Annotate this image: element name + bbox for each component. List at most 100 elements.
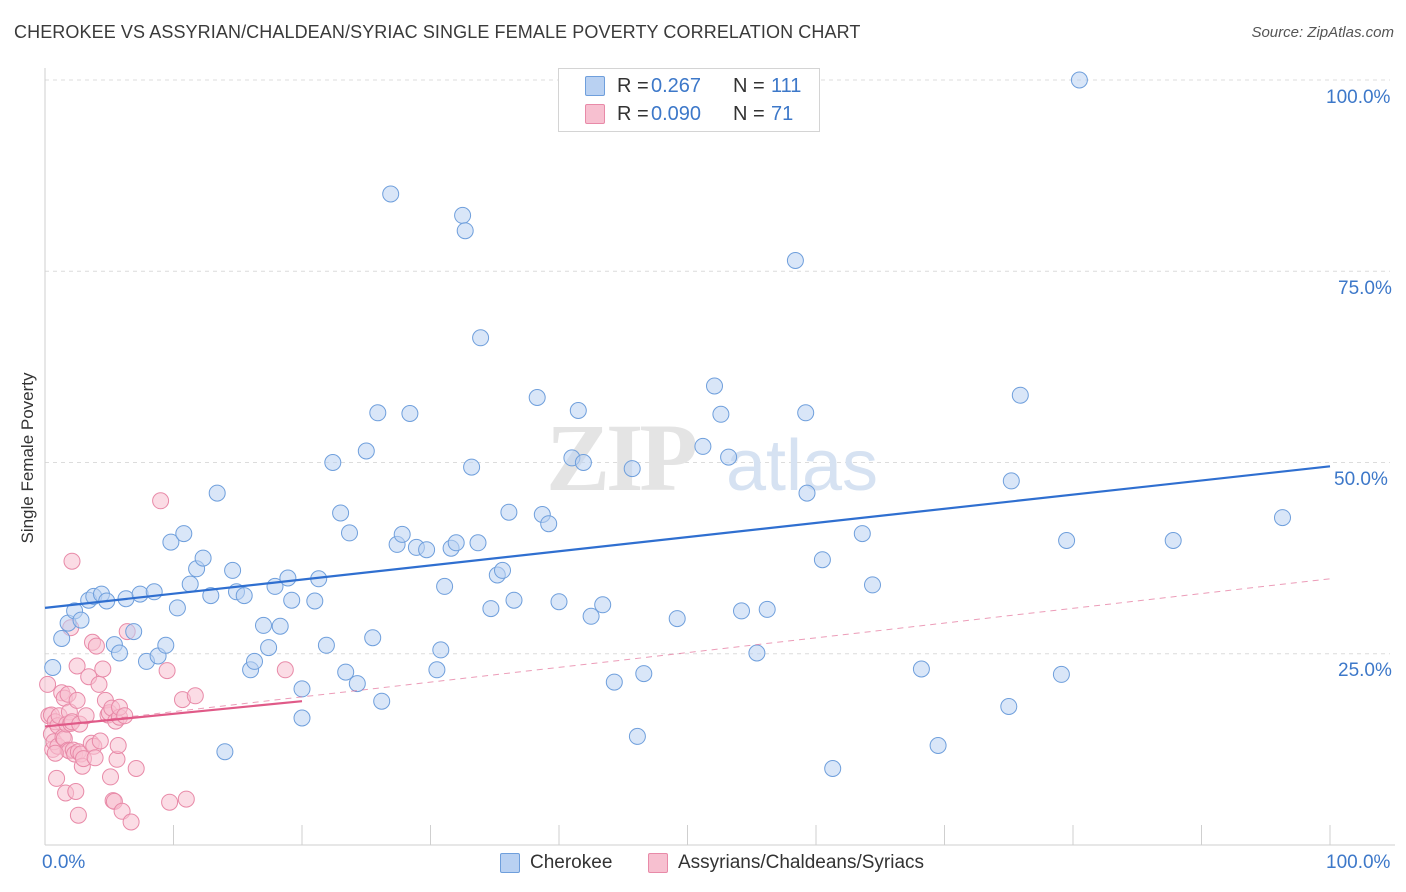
cherokee-point[interactable] <box>332 504 350 522</box>
assyrian-point[interactable] <box>63 552 81 570</box>
assyrian-point[interactable] <box>116 707 134 725</box>
cherokee-point[interactable] <box>216 743 234 761</box>
cherokee-point[interactable] <box>494 561 511 579</box>
cherokee-point[interactable] <box>758 600 776 618</box>
assyrian-point[interactable] <box>152 492 170 510</box>
cherokee-point[interactable] <box>550 593 568 611</box>
cherokee-point[interactable] <box>293 680 311 698</box>
cherokee-point[interactable] <box>540 515 558 533</box>
assyrian-point[interactable] <box>86 749 104 767</box>
assyrian-point[interactable] <box>276 661 294 679</box>
cherokee-point[interactable] <box>1070 71 1088 89</box>
cherokee-point[interactable] <box>813 551 831 569</box>
assyrian-point[interactable] <box>87 637 105 655</box>
cherokee-point[interactable] <box>293 709 311 727</box>
cherokee-point[interactable] <box>1274 509 1291 527</box>
cherokee-point[interactable] <box>246 652 263 670</box>
cherokee-point[interactable] <box>1058 532 1076 549</box>
cherokee-point[interactable] <box>382 185 400 203</box>
assyrian-point[interactable] <box>91 732 109 750</box>
cherokee-point[interactable] <box>623 460 641 478</box>
cherokee-point[interactable] <box>853 525 871 543</box>
cherokee-point[interactable] <box>235 587 253 605</box>
cherokee-point[interactable] <box>628 727 646 745</box>
cherokee-point[interactable] <box>1164 532 1182 549</box>
assyrian-point[interactable] <box>90 675 108 693</box>
bottom-legend-cherokee[interactable]: Cherokee <box>500 852 612 874</box>
cherokee-point[interactable] <box>53 630 71 647</box>
cherokee-point[interactable] <box>528 389 546 406</box>
cherokee-point[interactable] <box>401 405 419 422</box>
cherokee-point[interactable] <box>279 569 297 587</box>
cherokee-point[interactable] <box>635 665 653 683</box>
cherokee-point[interactable] <box>748 644 766 662</box>
cherokee-point[interactable] <box>175 525 193 543</box>
cherokee-point[interactable] <box>125 623 143 641</box>
cherokee-point[interactable] <box>482 600 500 618</box>
assyrian-point[interactable] <box>158 662 176 680</box>
cherokee-point[interactable] <box>44 659 62 676</box>
cherokee-point[interactable] <box>162 533 180 551</box>
cherokee-point[interactable] <box>418 541 436 559</box>
cherokee-point[interactable] <box>271 617 289 635</box>
cherokee-point[interactable] <box>393 525 411 543</box>
cherokee-point[interactable] <box>260 639 278 657</box>
cherokee-point[interactable] <box>668 610 686 628</box>
assyrian-point[interactable] <box>122 813 140 831</box>
assyrian-point[interactable] <box>77 707 95 725</box>
cherokee-point[interactable] <box>348 675 366 693</box>
cherokee-point[interactable] <box>111 644 128 662</box>
cherokee-point[interactable] <box>168 599 186 617</box>
cherokee-point[interactable] <box>594 596 612 614</box>
assyrian-point[interactable] <box>102 768 119 786</box>
cherokee-point[interactable] <box>447 534 465 552</box>
cherokee-point[interactable] <box>369 404 387 422</box>
cherokee-point[interactable] <box>337 663 355 681</box>
assyrian-point[interactable] <box>67 783 85 800</box>
cherokee-point[interactable] <box>454 206 472 224</box>
cherokee-point[interactable] <box>283 591 301 609</box>
assyrian-point[interactable] <box>39 675 57 693</box>
cherokee-point[interactable] <box>720 448 738 466</box>
assyrian-point[interactable] <box>48 769 66 787</box>
cherokee-point[interactable] <box>341 524 358 542</box>
cherokee-point[interactable] <box>694 437 712 455</box>
cherokee-point[interactable] <box>1052 665 1070 683</box>
cherokee-point[interactable] <box>157 636 175 654</box>
cherokee-point[interactable] <box>798 484 816 502</box>
cherokee-point[interactable] <box>317 636 335 654</box>
assyrian-point[interactable] <box>127 760 145 777</box>
assyrian-point[interactable] <box>109 737 127 754</box>
cherokee-point[interactable] <box>373 692 391 710</box>
cherokee-point[interactable] <box>255 616 272 634</box>
assyrian-point[interactable] <box>161 793 179 811</box>
cherokee-point[interactable] <box>605 673 623 691</box>
cherokee-point[interactable] <box>194 549 212 567</box>
cherokee-point[interactable] <box>733 602 750 620</box>
cherokee-point[interactable] <box>505 591 523 609</box>
assyrian-point[interactable] <box>69 806 87 824</box>
assyrian-point[interactable] <box>68 691 86 709</box>
cherokee-point[interactable] <box>712 405 730 423</box>
bottom-legend-assyrian[interactable]: Assyrians/Chaldeans/Syriacs <box>648 852 924 874</box>
assyrian-point[interactable] <box>177 790 195 808</box>
assyrian-point[interactable] <box>94 660 112 678</box>
cherokee-point[interactable] <box>181 575 199 593</box>
assyrian-point[interactable] <box>46 744 64 762</box>
cherokee-point[interactable] <box>706 377 723 395</box>
cherokee-point[interactable] <box>569 402 587 419</box>
cherokee-point[interactable] <box>224 561 242 579</box>
cherokee-point[interactable] <box>912 660 930 678</box>
cherokee-point[interactable] <box>456 222 474 240</box>
cherokee-point[interactable] <box>797 404 815 422</box>
cherokee-point[interactable] <box>428 661 446 679</box>
source-label[interactable]: Source: ZipAtlas.com <box>1251 24 1394 41</box>
cherokee-point[interactable] <box>582 607 600 625</box>
assyrian-point[interactable] <box>186 687 204 705</box>
cherokee-point[interactable] <box>824 760 842 777</box>
cherokee-point[interactable] <box>208 484 226 502</box>
cherokee-point[interactable] <box>432 641 450 659</box>
cherokee-point[interactable] <box>131 585 149 603</box>
cherokee-point[interactable] <box>436 577 454 595</box>
cherokee-point[interactable] <box>463 458 481 476</box>
